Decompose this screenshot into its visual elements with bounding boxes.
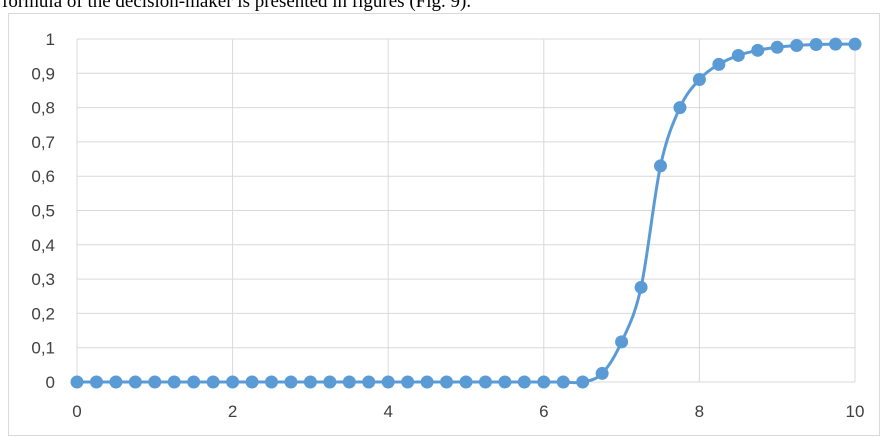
data-point — [401, 375, 415, 389]
data-point — [109, 375, 123, 389]
data-point — [478, 375, 492, 389]
data-point — [751, 43, 765, 57]
data-point — [634, 280, 648, 294]
data-point — [712, 57, 726, 71]
data-point — [89, 375, 103, 389]
data-point — [615, 335, 629, 349]
data-point — [323, 375, 337, 389]
data-point — [829, 37, 843, 51]
data-point — [556, 375, 570, 389]
data-point — [284, 375, 298, 389]
data-point — [517, 375, 531, 389]
data-point — [790, 39, 804, 53]
data-point — [128, 375, 142, 389]
data-point — [265, 375, 278, 389]
x-tick-label: 2 — [228, 402, 237, 421]
data-point — [303, 375, 317, 389]
data-point — [498, 375, 512, 389]
y-tick-label: 0,2 — [31, 304, 55, 323]
series-layer — [70, 37, 862, 389]
data-point — [770, 40, 784, 54]
data-point — [187, 375, 201, 389]
y-tick-label: 0,1 — [31, 339, 55, 358]
y-axis-tick-labels: 0 0,1 0,2 0,3 0,4 0,5 0,6 0,7 0,8 0,9 1 — [31, 30, 55, 392]
data-point — [70, 375, 84, 389]
y-tick-label: 0,3 — [31, 270, 55, 289]
data-point — [362, 375, 376, 389]
series-line — [77, 42, 856, 385]
data-point — [595, 366, 609, 380]
data-point — [731, 48, 745, 62]
x-tick-label: 0 — [72, 402, 81, 421]
y-tick-label: 0 — [46, 373, 55, 392]
data-point — [420, 375, 434, 389]
y-tick-label: 0,8 — [31, 99, 55, 118]
x-tick-label: 8 — [695, 402, 704, 421]
gridlines — [76, 38, 856, 383]
data-point — [537, 375, 551, 389]
chart-area — [8, 13, 880, 436]
y-tick-label: 0,7 — [31, 133, 55, 152]
x-axis-tick-labels: 0 2 4 6 8 10 — [72, 402, 864, 421]
y-tick-label: 0,4 — [31, 236, 55, 255]
x-tick-label: 10 — [846, 402, 865, 421]
data-point — [673, 101, 687, 115]
data-point — [459, 375, 473, 389]
data-point — [226, 375, 240, 389]
data-point — [245, 375, 259, 389]
data-point — [440, 375, 454, 389]
data-point — [148, 375, 162, 389]
data-point — [342, 375, 356, 389]
caption-text: formula of the decision-maker is present… — [2, 0, 472, 12]
x-tick-label: 4 — [383, 402, 392, 421]
x-tick-label: 6 — [539, 402, 548, 421]
y-tick-label: 0,5 — [31, 202, 55, 221]
data-point — [848, 37, 862, 51]
y-tick-label: 0,6 — [31, 167, 55, 186]
data-point — [576, 375, 590, 389]
data-point — [692, 72, 706, 86]
data-point — [381, 375, 395, 389]
y-tick-label: 1 — [46, 30, 55, 49]
data-point — [809, 37, 823, 51]
data-point — [167, 375, 181, 389]
data-point — [654, 159, 667, 173]
y-tick-label: 0,9 — [31, 64, 55, 83]
data-point — [206, 375, 220, 389]
